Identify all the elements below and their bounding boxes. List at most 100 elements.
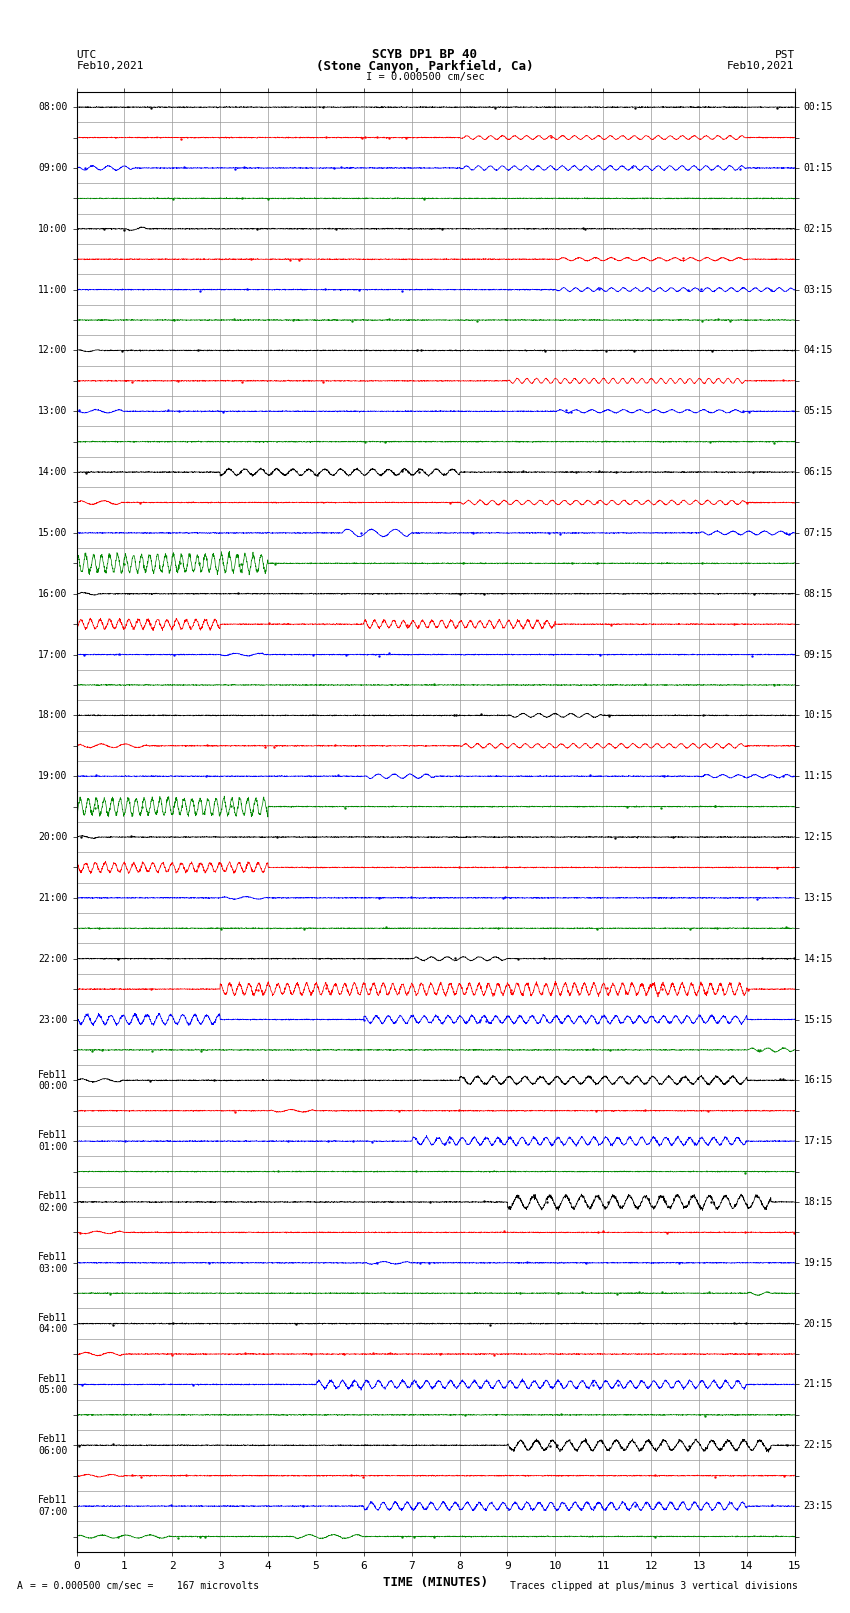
Point (609, 458, 623, 484)
Point (479, 1008, 493, 1034)
Point (681, 277, 694, 303)
Point (504, 977, 518, 1003)
Point (395, 458, 409, 484)
Point (173, 398, 186, 424)
Point (201, 732, 214, 758)
Point (76, 1373, 89, 1398)
Point (710, 915, 723, 940)
Point (597, 1218, 610, 1244)
Point (297, 1494, 310, 1519)
Point (93, 916, 106, 942)
Point (118, 1129, 132, 1155)
Point (394, 1524, 408, 1550)
Point (586, 1371, 599, 1397)
Point (96, 1037, 110, 1063)
Point (478, 582, 491, 608)
Point (97, 216, 110, 242)
Point (779, 915, 793, 940)
Point (727, 611, 740, 637)
Point (559, 397, 573, 423)
Point (590, 489, 604, 515)
Point (704, 429, 717, 455)
Point (303, 1340, 317, 1366)
Point (694, 276, 708, 302)
Point (224, 794, 238, 819)
Point (554, 1400, 568, 1426)
Point (280, 1127, 294, 1153)
Point (110, 945, 124, 971)
Point (297, 916, 310, 942)
Point (411, 337, 424, 363)
Point (328, 732, 342, 758)
Point (428, 671, 441, 697)
Point (765, 1492, 779, 1518)
Point (738, 1219, 751, 1245)
Point (706, 337, 719, 363)
Point (569, 460, 582, 486)
Point (378, 429, 392, 455)
Point (263, 610, 276, 636)
Point (551, 1279, 564, 1305)
Point (435, 216, 449, 242)
Point (493, 1129, 507, 1155)
Point (366, 1129, 379, 1155)
Point (165, 1492, 178, 1518)
Point (434, 1342, 447, 1368)
Point (565, 550, 579, 576)
Point (104, 1281, 117, 1307)
Point (473, 1007, 487, 1032)
Point (742, 400, 756, 426)
Point (329, 216, 343, 242)
Point (173, 550, 186, 576)
Point (477, 1189, 490, 1215)
Point (245, 247, 258, 273)
Point (237, 155, 251, 181)
Point (734, 156, 747, 182)
Point (450, 702, 463, 727)
Point (666, 824, 679, 850)
Point (338, 795, 352, 821)
Point (497, 1218, 511, 1244)
Point (167, 642, 180, 668)
Point (71, 397, 85, 423)
Point (106, 1311, 120, 1337)
Point (487, 1342, 501, 1368)
Point (586, 1494, 600, 1519)
Point (229, 1098, 242, 1124)
Point (768, 431, 781, 456)
Point (250, 216, 264, 242)
Point (405, 1371, 419, 1397)
Point (770, 95, 784, 121)
Point (604, 611, 618, 637)
Point (723, 308, 737, 334)
Point (134, 1463, 148, 1489)
Point (453, 581, 467, 606)
Point (167, 1310, 180, 1336)
Point (125, 369, 139, 395)
Point (400, 124, 413, 150)
X-axis label: TIME (MINUTES): TIME (MINUTES) (383, 1576, 488, 1589)
Point (456, 550, 470, 576)
Point (628, 1492, 642, 1518)
Point (407, 1524, 421, 1550)
Point (586, 1037, 600, 1063)
Point (133, 490, 147, 516)
Point (357, 1007, 371, 1032)
Point (166, 1342, 179, 1368)
Point (543, 1432, 557, 1458)
Point (292, 247, 305, 273)
Point (427, 1524, 440, 1550)
Point (286, 308, 300, 334)
Point (611, 1373, 625, 1398)
Point (166, 187, 179, 213)
Point (331, 763, 344, 789)
Point (79, 155, 93, 181)
Point (258, 734, 272, 760)
Point (337, 1342, 350, 1368)
Point (412, 460, 426, 486)
Text: (Stone Canyon, Parkfield, Ca): (Stone Canyon, Parkfield, Ca) (316, 60, 534, 73)
Point (320, 976, 333, 1002)
Point (195, 1039, 208, 1065)
Point (143, 1402, 156, 1428)
Point (655, 1279, 669, 1305)
